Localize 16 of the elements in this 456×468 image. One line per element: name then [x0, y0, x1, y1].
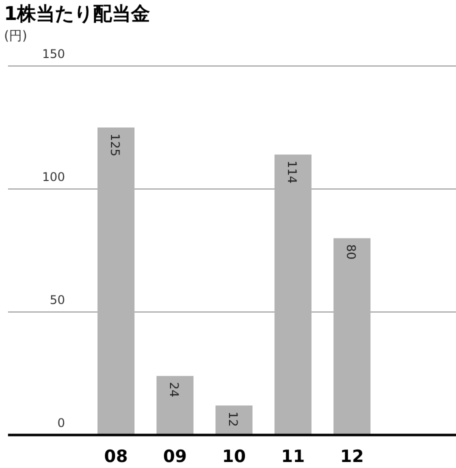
x-tick-label: 09	[163, 447, 187, 467]
chart-title: 1株当たり配当金	[4, 3, 150, 25]
data-label: 114	[285, 160, 299, 184]
x-tick-label: 10	[222, 447, 246, 467]
y-tick-label: 100	[42, 170, 65, 184]
data-label: 80	[344, 244, 358, 260]
y-tick-label: 0	[57, 416, 65, 430]
data-label: 24	[167, 382, 181, 398]
y-axis-title: (円)	[4, 29, 28, 44]
data-label: 12	[226, 411, 240, 427]
x-tick-label: 11	[281, 447, 305, 467]
data-label: 125	[108, 134, 122, 156]
y-tick-label: 50	[50, 293, 65, 307]
x-tick-label: 08	[104, 447, 128, 467]
x-tick-label: 12	[340, 447, 364, 467]
y-tick-label: 150	[42, 47, 65, 61]
